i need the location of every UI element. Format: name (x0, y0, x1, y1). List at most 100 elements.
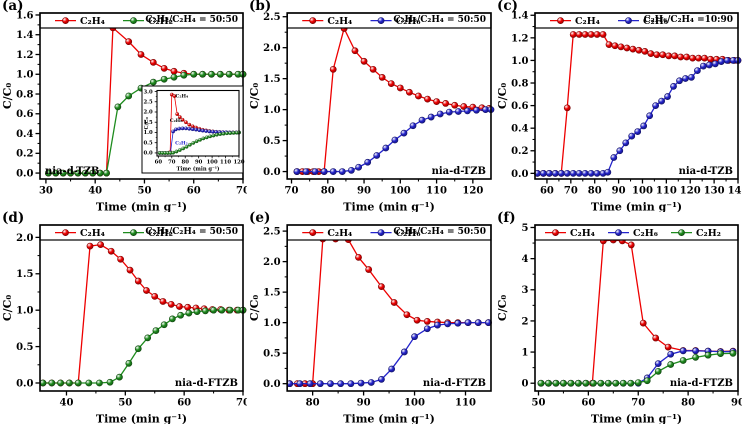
y-tick-label: 0.5 (263, 349, 280, 360)
data-point-c2h2 (74, 379, 82, 387)
sample-label: nia-d-FTZB (422, 378, 486, 389)
data-point-c2h6 (616, 147, 624, 155)
data-point-c2h4 (623, 44, 631, 52)
data-point-c2h6 (551, 169, 559, 177)
data-point-c2h2 (170, 73, 178, 81)
y-tick-label: 1.0 (143, 130, 153, 136)
data-point-c2h6 (327, 380, 334, 388)
data-point-c2h2 (89, 169, 97, 177)
data-point-c2h6 (400, 348, 408, 356)
chart-a: C₂H₄ C₂H₂ 30 40 50 60 70 0.0 0.2 0.4 0.6 0.8 1.0 1.2 1… (1, 10, 247, 212)
data-point-c2h4 (126, 266, 134, 274)
x-tick-label: 130 (704, 186, 725, 197)
data-point-c2h4 (405, 88, 413, 96)
x-tick-label: 50 (532, 398, 546, 409)
series-line-c2h4 (540, 239, 734, 384)
data-point-c2h2 (174, 149, 179, 154)
x-tick-label: 110 (656, 186, 677, 197)
y-axis-title: C/C₀ (144, 116, 150, 129)
data-point-c2h2 (144, 334, 152, 342)
data-point-c2h4 (387, 80, 395, 87)
data-point-c2h2 (74, 169, 82, 177)
data-point-c2h2 (116, 373, 123, 381)
data-point-c2h4 (149, 59, 157, 66)
data-point-c2h2 (210, 306, 217, 314)
data-point-c2h2 (201, 307, 209, 315)
y-tick-label: 1.5 (263, 288, 280, 299)
y-tick-label: 1.5 (16, 269, 33, 280)
panel-a: C₂H₄ C₂H₂ 30 40 50 60 70 0.0 0.2 0.4 0.6 0.8 1.0 1.2 1… (0, 0, 247, 212)
x-tick-label: 60 (155, 160, 163, 166)
x-tick-label: 110 (220, 160, 231, 166)
x-tick-label: 80 (321, 186, 335, 197)
data-point-c2h4 (627, 241, 635, 249)
y-tick-label: 1.0 (511, 56, 528, 67)
data-point-c2h4 (107, 247, 115, 255)
legend-marker-c2h4 (552, 229, 559, 236)
data-point-c2h6 (173, 127, 178, 132)
data-point-c2h2 (619, 379, 627, 387)
panel-label: (a) (2, 0, 24, 14)
y-tick-label: 2.5 (263, 227, 280, 238)
x-tick-label: 60 (540, 186, 554, 197)
x-tick-label: 100 (404, 398, 425, 409)
legend-marker-c2h6 (615, 229, 622, 236)
sample-label: nia-d-FTZB (174, 378, 238, 389)
data-point-c2h4 (125, 38, 133, 46)
x-axis-title: Time (min g⁻¹) (343, 201, 435, 212)
data-point-c2h2 (193, 308, 201, 316)
x-tick-label: 140 (728, 186, 742, 197)
y-tick-label: 0 (522, 379, 529, 390)
data-point-c2h2 (214, 132, 219, 137)
data-point-c2h4 (159, 298, 167, 305)
data-point-c2h6 (190, 127, 195, 132)
data-point-c2h2 (225, 131, 229, 136)
data-point-c2h2 (218, 132, 223, 136)
panel-label: (d) (2, 210, 25, 226)
y-axis-title: C/C₀ (248, 295, 261, 322)
chart-d: C₂H₄ C₂H₂ 40 50 60 70 0.0 0.5 1.0 1.5 2.0 Time (min… (1, 224, 247, 424)
x-tick-label: 70 (168, 160, 176, 166)
y-axis-title: C/C₀ (496, 295, 509, 322)
data-point-c2h4 (683, 53, 691, 61)
x-tick-label: 50 (137, 186, 151, 197)
data-point-c2h6 (628, 132, 636, 140)
y-tick-label: 2.0 (16, 233, 33, 244)
data-point-c2h2 (66, 379, 73, 387)
data-point-c2h2 (160, 321, 168, 329)
data-point-c2h2 (231, 131, 236, 135)
data-point-c2h6 (699, 62, 707, 70)
y-tick-label: 0.6 (511, 101, 528, 112)
data-point-c2h4 (117, 255, 124, 263)
y-tick-label: 1.0 (263, 105, 280, 116)
data-point-c2h2 (582, 379, 590, 387)
data-point-c2h6 (444, 320, 452, 328)
y-tick-label: 0.2 (16, 149, 33, 160)
y-tick-label: 1.0 (16, 70, 33, 81)
data-point-c2h2 (627, 379, 635, 387)
x-tick-label: 40 (60, 398, 74, 409)
data-point-c2h4 (677, 53, 685, 61)
data-point-c2h6 (679, 347, 687, 355)
data-point-c2h2 (729, 349, 737, 357)
legend-label-c2h4: C₂H₄ (575, 16, 600, 27)
data-point-c2h6 (210, 129, 215, 134)
y-tick-label: 1.0 (263, 318, 280, 329)
data-point-c2h6 (557, 169, 565, 177)
data-point-c2h6 (464, 319, 472, 327)
y-tick-label: 3 (522, 285, 529, 296)
y-axis-title: C/C₀ (1, 295, 14, 322)
data-point-c2h2 (589, 379, 597, 387)
data-point-c2h6 (692, 347, 699, 355)
legend-marker-c2h4 (62, 17, 69, 24)
data-point-c2h6 (711, 60, 719, 68)
data-point-c2h2 (152, 327, 160, 334)
legend-label-c2h2: C₂H₂ (148, 228, 173, 239)
data-point-c2h6 (347, 166, 355, 174)
plot-border (286, 12, 492, 180)
y-axis-title: C/C₀ (496, 83, 509, 110)
y-tick-label: 0.2 (511, 146, 528, 157)
y-tick-label: 5 (522, 223, 529, 234)
panel-e: C₂H₄ C₂H₆ 80 90 100 110 0.0 0.5 1.0 1.5 2.0 2.5 Time… (247, 210, 495, 424)
